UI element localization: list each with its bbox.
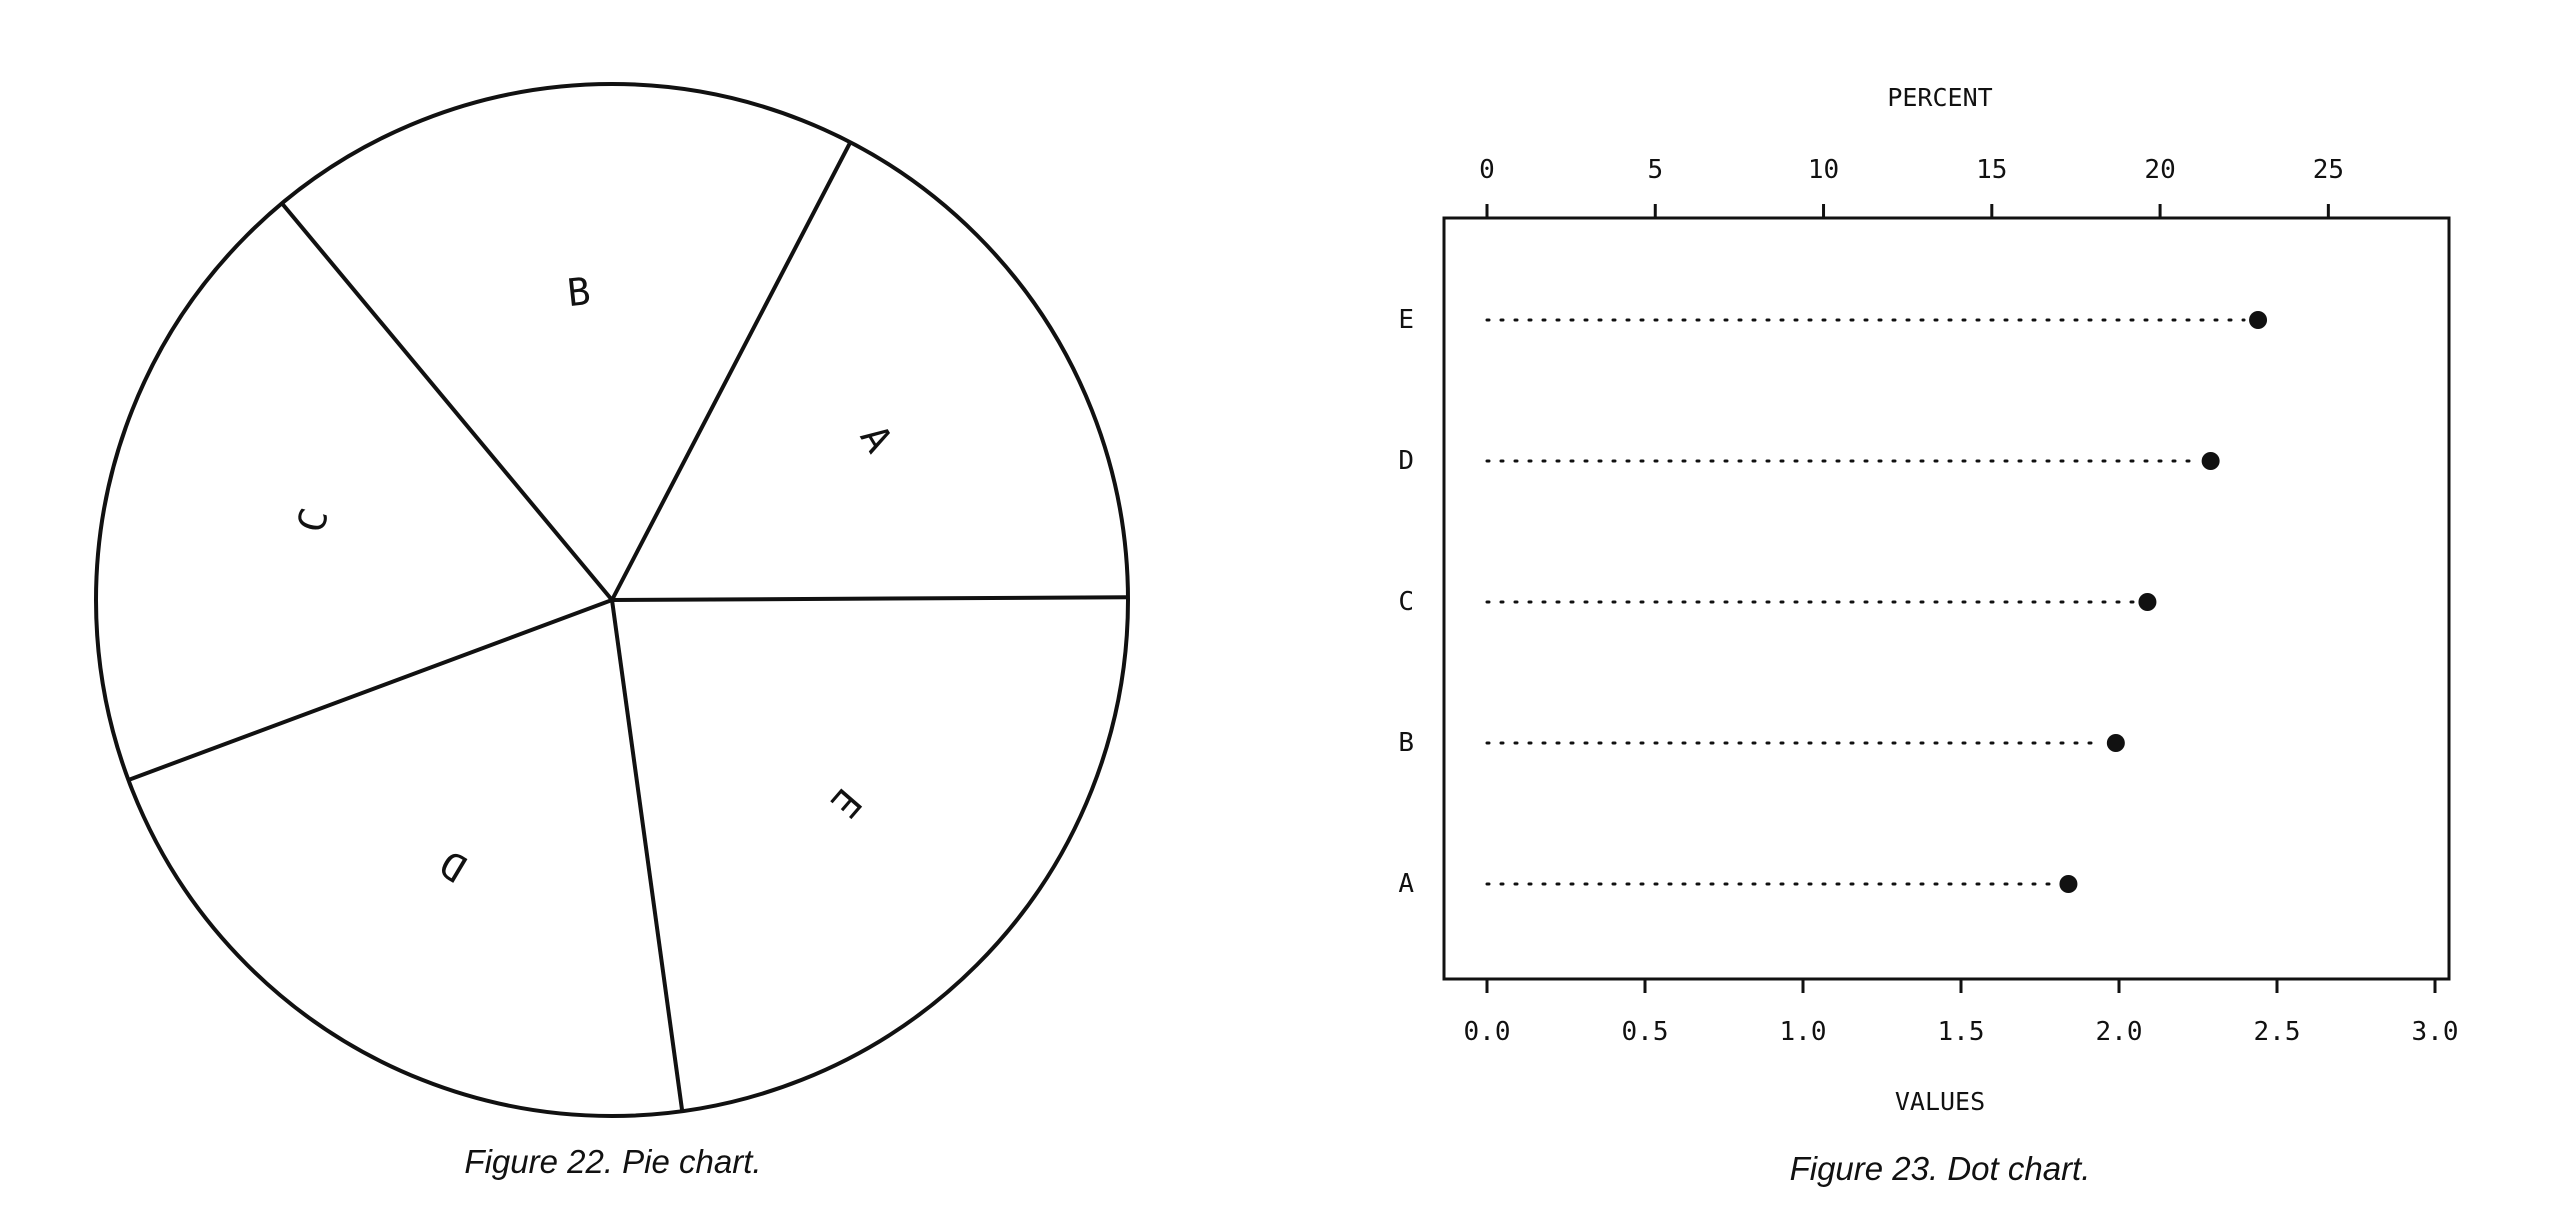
category-label-d: D — [1398, 446, 1414, 476]
pie-slice-label-b: B — [565, 269, 592, 315]
pie-chart-figure: A B C D E Figure 22. Pie chart. — [0, 0, 1240, 1229]
percent-tick-label: 10 — [1808, 155, 1839, 185]
pie-slice-boundary-c — [280, 202, 614, 602]
value-tick-label: 1.5 — [1938, 1017, 1985, 1047]
data-point-c — [2138, 593, 2157, 611]
pie-slice-label-d: D — [432, 841, 474, 891]
pie-slice-boundary-d — [127, 598, 613, 782]
pie-chart-caption: Figure 22. Pie chart. — [464, 1143, 762, 1180]
data-point-d — [2201, 452, 2220, 470]
pie-slice-label-e: E — [822, 780, 870, 826]
value-tick-label: 0.5 — [1622, 1017, 1669, 1047]
pie-slice-label-c: C — [289, 504, 337, 537]
data-point-a — [2059, 875, 2078, 893]
pie-chart: A B C D E — [94, 82, 1130, 1118]
dot-chart: PERCENT VALUES 0 5 10 15 20 25 0.0 0.5 1.0 1.5 2.… — [1398, 83, 2459, 1116]
value-tick-label: 3.0 — [2412, 1017, 2459, 1047]
bottom-axis-title: VALUES — [1895, 1087, 1985, 1116]
category-label-c: C — [1398, 587, 1414, 617]
data-point-b — [2106, 734, 2125, 752]
category-label-e: E — [1398, 305, 1414, 335]
pie-slice-boundary-a — [611, 595, 1129, 602]
category-label-b: B — [1398, 728, 1414, 758]
value-tick-label: 0.0 — [1464, 1017, 1511, 1047]
top-axis-title: PERCENT — [1887, 83, 1992, 112]
category-label-a: A — [1398, 869, 1414, 899]
pie-slice-boundary-e — [610, 599, 685, 1112]
percent-tick-label: 20 — [2144, 155, 2175, 185]
data-point-e — [2249, 311, 2268, 329]
pie-outline — [94, 82, 1130, 1118]
value-tick-label: 2.5 — [2254, 1017, 2301, 1047]
dot-chart-figure: PERCENT VALUES 0 5 10 15 20 25 0.0 0.5 1.0 1.5 2.… — [1240, 0, 2568, 1229]
percent-tick-label: 15 — [1976, 155, 2007, 185]
plot-frame — [1442, 216, 2451, 981]
value-tick-label: 2.0 — [2096, 1017, 2143, 1047]
pie-slice-label-a: A — [852, 417, 902, 460]
dot-chart-caption: Figure 23. Dot chart. — [1789, 1150, 2091, 1187]
percent-tick-label: 0 — [1479, 155, 1495, 185]
percent-tick-label: 5 — [1647, 155, 1663, 185]
pie-slice-boundary-b — [610, 141, 853, 601]
value-tick-label: 1.0 — [1780, 1017, 1827, 1047]
percent-tick-label: 25 — [2313, 155, 2344, 185]
